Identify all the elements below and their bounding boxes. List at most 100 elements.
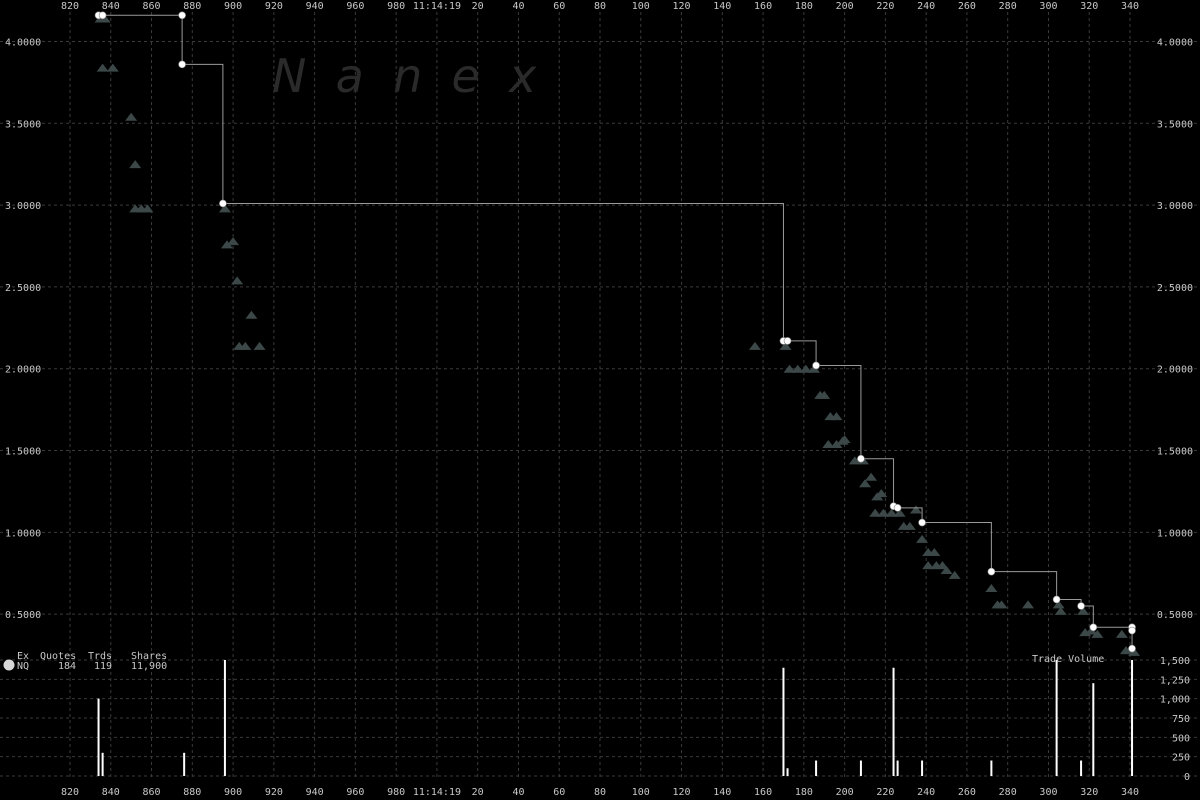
x-tick-label-bottom: 900 bbox=[224, 787, 242, 798]
trade-step-line bbox=[98, 14, 1133, 649]
quote-point bbox=[830, 440, 843, 448]
quote-point bbox=[936, 561, 949, 570]
quote-point bbox=[922, 561, 935, 570]
quote-point bbox=[838, 435, 851, 444]
x-tick-label-bottom: 120 bbox=[673, 787, 691, 798]
trade-point bbox=[178, 60, 186, 69]
y-tick-label-left: 3.5000 bbox=[5, 119, 41, 130]
x-tick-label-bottom: 880 bbox=[183, 787, 201, 798]
volume-bar bbox=[896, 760, 899, 776]
volume-label: Trade Volume bbox=[1032, 654, 1104, 665]
quote-point bbox=[1085, 626, 1098, 635]
volume-bar bbox=[1092, 683, 1095, 776]
trade-point bbox=[857, 454, 865, 463]
quote-point bbox=[865, 472, 878, 481]
trade-line bbox=[98, 14, 1133, 649]
volume-bar bbox=[921, 760, 924, 776]
trade-point bbox=[1128, 644, 1136, 653]
y-tick-label-left: 2.0000 bbox=[5, 365, 41, 376]
x-tick-label-bottom: 340 bbox=[1121, 787, 1139, 798]
y-tick-label-right: 2.5000 bbox=[1157, 283, 1193, 294]
quote-point bbox=[1115, 629, 1128, 638]
quote-point bbox=[141, 204, 154, 213]
x-tick-label-bottom: 11:14:19 bbox=[413, 787, 461, 798]
x-tick-label-top: 180 bbox=[795, 1, 813, 12]
trade-point bbox=[812, 361, 820, 370]
quotes-series bbox=[94, 14, 1141, 656]
volume-bar bbox=[101, 752, 104, 776]
x-tick-label-top: 100 bbox=[632, 1, 650, 12]
x-tick-label-top: 940 bbox=[306, 1, 324, 12]
quote-point bbox=[239, 341, 252, 350]
quote-point bbox=[1052, 600, 1065, 609]
x-tick-label-bottom: 280 bbox=[999, 787, 1017, 798]
x-tick-label-top: 40 bbox=[512, 1, 524, 12]
x-tick-label-top: 11:14:19 bbox=[413, 1, 461, 12]
x-tick-label-top: 280 bbox=[999, 1, 1017, 12]
watermark: N a n e x bbox=[272, 49, 537, 103]
y-tick-label-right: 2.0000 bbox=[1157, 365, 1193, 376]
x-tick-label-bottom: 200 bbox=[836, 787, 854, 798]
x-tick-label-top: 860 bbox=[143, 1, 161, 12]
x-tick-label-bottom: 180 bbox=[795, 787, 813, 798]
x-tick-label-top: 300 bbox=[1039, 1, 1057, 12]
quote-point bbox=[220, 240, 233, 249]
y-tick-label-left: 2.5000 bbox=[5, 283, 41, 294]
stats-shares: 11,900 bbox=[131, 661, 167, 672]
y-tick-label-left: 1.0000 bbox=[5, 528, 41, 539]
volume-bar bbox=[223, 660, 226, 776]
x-tick-label-top: 840 bbox=[102, 1, 120, 12]
trade-point bbox=[1052, 595, 1061, 604]
quote-point bbox=[848, 456, 861, 465]
x-axis-top: 820 840 860 880 900 920 940 960 980 11:14:19 20 40 6… bbox=[61, 1, 1139, 12]
volume-bar bbox=[97, 698, 100, 776]
volume-bar bbox=[1080, 760, 1083, 776]
quote-point bbox=[748, 341, 761, 350]
stats-header-shares: Shares bbox=[131, 651, 167, 662]
x-tick-label-bottom: 40 bbox=[512, 787, 524, 798]
y-tick-label-left: 1.5000 bbox=[5, 447, 41, 458]
trades-series bbox=[94, 11, 1136, 653]
x-tick-label-top: 240 bbox=[917, 1, 935, 12]
y-tick-label-right: 1.0000 bbox=[1157, 528, 1193, 539]
quote-point bbox=[830, 412, 843, 421]
quote-point bbox=[98, 14, 111, 23]
x-tick-label-bottom: 320 bbox=[1080, 787, 1098, 798]
quote-point bbox=[940, 566, 953, 574]
trade-point bbox=[918, 518, 926, 527]
trade-point bbox=[98, 11, 107, 20]
x-tick-label-bottom: 260 bbox=[958, 787, 976, 798]
volume-bar bbox=[183, 752, 186, 776]
quote-point bbox=[928, 548, 941, 556]
quote-point bbox=[218, 204, 231, 213]
quote-point bbox=[818, 390, 831, 399]
y-axis-right: 0.5000 1.0000 1.5000 2.0000 2.5000 3.0000 3.50… bbox=[1157, 37, 1193, 621]
x-tick-label-top: 80 bbox=[594, 1, 606, 12]
quote-point bbox=[903, 521, 916, 530]
quote-point bbox=[822, 440, 835, 448]
stats-trades: 119 bbox=[94, 661, 112, 672]
volume-bar bbox=[782, 667, 785, 776]
x-tick-label-top: 340 bbox=[1121, 1, 1139, 12]
volume-series bbox=[97, 660, 1134, 776]
x-axis-bottom: 820 840 860 880 900 920 940 960 980 11:14:19 20 40 6… bbox=[61, 787, 1139, 798]
y-tick-label-left: 3.0000 bbox=[5, 201, 41, 212]
x-tick-label-top: 980 bbox=[387, 1, 405, 12]
volume-tick-label: 750 bbox=[1172, 714, 1190, 725]
volume-bar bbox=[892, 667, 895, 776]
x-tick-label-top: 900 bbox=[224, 1, 242, 12]
trade-point bbox=[219, 199, 227, 208]
x-tick-label-bottom: 20 bbox=[472, 787, 484, 798]
quote-point bbox=[916, 534, 929, 543]
x-tick-label-top: 200 bbox=[836, 1, 854, 12]
x-tick-label-bottom: 860 bbox=[143, 787, 161, 798]
quote-point bbox=[245, 310, 258, 319]
trade-point bbox=[1089, 623, 1098, 632]
quote-point bbox=[1128, 647, 1141, 656]
x-tick-label-top: 320 bbox=[1080, 1, 1098, 12]
stats-panel: Ex Quotes Trds Shares NQ 184 119 11,900 bbox=[3, 651, 167, 672]
quote-point bbox=[985, 584, 998, 592]
x-tick-label-top: 820 bbox=[61, 1, 79, 12]
quote-point bbox=[1077, 606, 1090, 615]
trade-point bbox=[987, 567, 996, 576]
